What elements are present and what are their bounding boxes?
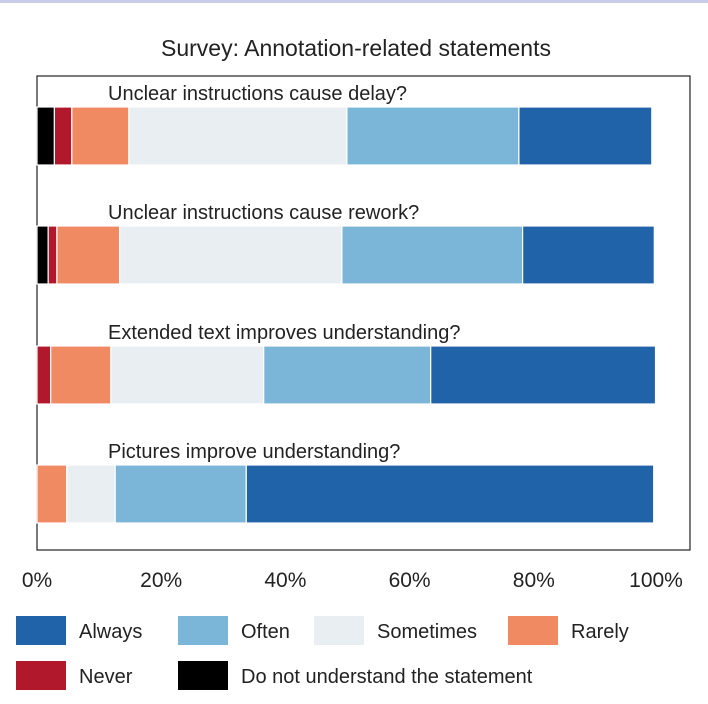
legend-swatch-do-not-understand-the-statement [178, 661, 228, 690]
bar-segment-often-row-3 [263, 345, 432, 405]
x-tick-label-20: 20% [140, 569, 182, 592]
x-tick-label-60: 60% [389, 569, 431, 592]
plot-frame [36, 75, 691, 551]
bar-segment-sometimes-row-4 [66, 464, 116, 524]
bar-segment-rarely-row-1 [71, 106, 130, 166]
legend-label-always: Always [79, 621, 142, 643]
question-label-4: Pictures improve understanding? [108, 441, 400, 463]
bar-segment-always-row-3 [430, 345, 657, 405]
x-tick-label-100: 100% [629, 569, 683, 592]
legend-label-sometimes: Sometimes [377, 621, 477, 643]
x-axis-ticks: 0% 20% 40% 60% 80% 100% [22, 569, 683, 592]
legend-swatch-never [16, 661, 66, 690]
chart-title: Survey: Annotation-related statements [161, 35, 551, 61]
bar-segment-sometimes-row-3 [110, 345, 265, 405]
bar-segment-often-row-2 [341, 225, 524, 285]
x-tick-label-0: 0% [22, 569, 52, 592]
legend-label-do-not-understand-the-statement: Do not understand the statement [241, 666, 533, 688]
bar-segment-rarely-row-4 [36, 464, 68, 524]
bar-segment-do-not-understand-the-statement-row-1 [36, 106, 55, 166]
legend-label-often: Often [241, 621, 290, 643]
bar-segment-sometimes-row-2 [118, 225, 343, 285]
x-tick-label-80: 80% [513, 569, 555, 592]
bar-segment-rarely-row-3 [50, 345, 112, 405]
legend-label-rarely: Rarely [571, 621, 629, 643]
legend-swatch-often [178, 616, 228, 645]
question-label-1: Unclear instructions cause delay? [108, 83, 407, 105]
legend-swatch-sometimes [314, 616, 364, 645]
bar-segment-sometimes-row-1 [128, 106, 348, 166]
bar-segment-never-row-2 [47, 225, 58, 285]
bars [36, 106, 657, 524]
bar-segment-never-row-1 [53, 106, 73, 166]
bar-segment-often-row-1 [346, 106, 520, 166]
legend-label-never: Never [79, 666, 133, 688]
bar-segment-often-row-4 [114, 464, 247, 524]
legend-swatch-always [16, 616, 66, 645]
bar-segment-always-row-1 [518, 106, 653, 166]
legend-swatch-rarely [508, 616, 558, 645]
question-labels: Unclear instructions cause delay? Unclear… [108, 83, 460, 463]
legend: Always Often Sometimes Rarely Never Do not un… [16, 616, 629, 690]
bar-segment-never-row-3 [36, 345, 52, 405]
top-accent-line [0, 0, 708, 3]
x-tick-label-40: 40% [264, 569, 306, 592]
question-label-3: Extended text improves understanding? [108, 322, 460, 344]
bar-segment-rarely-row-2 [56, 225, 121, 285]
bar-segment-always-row-4 [245, 464, 655, 524]
bar-segment-do-not-understand-the-statement-row-2 [36, 225, 49, 285]
question-label-2: Unclear instructions cause rework? [108, 202, 419, 224]
bar-segment-always-row-2 [521, 225, 655, 285]
